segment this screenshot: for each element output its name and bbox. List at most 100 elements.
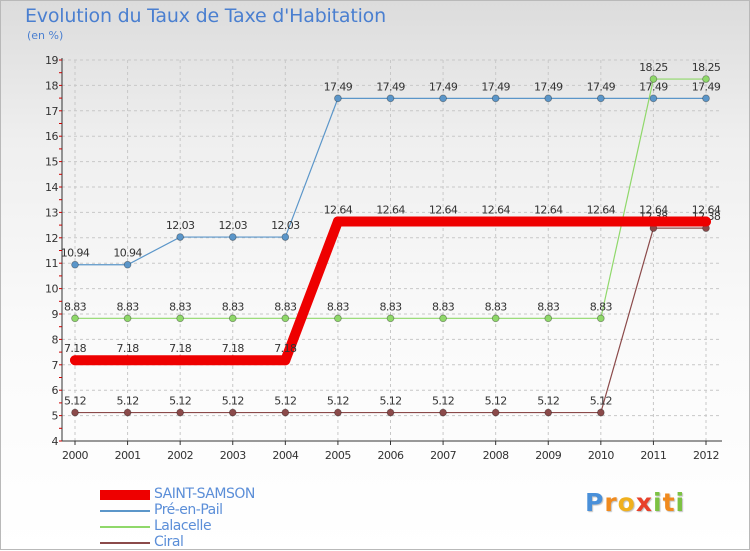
data-label: 8.83	[222, 300, 245, 313]
data-point	[648, 216, 659, 227]
grid-lines	[62, 59, 722, 442]
y-tick-label: 8	[52, 333, 59, 346]
data-point	[176, 408, 184, 417]
series-pr-en-pail: 10.94 10.94 12.03 12.03 12.03 17.49 17.49 17.49…	[61, 80, 721, 269]
data-label: 8.83	[274, 300, 297, 313]
data-point	[71, 314, 79, 323]
data-label: 5.12	[117, 395, 139, 408]
data-label: 5.12	[379, 395, 401, 408]
data-label: 18.25	[639, 61, 668, 74]
data-point	[544, 94, 553, 103]
data-point	[176, 233, 184, 241]
data-label: 7.18	[117, 342, 140, 355]
data-point	[491, 314, 500, 323]
data-point	[228, 314, 237, 323]
legend-label: SAINT-SAMSON	[154, 486, 255, 502]
data-point	[334, 408, 342, 417]
legend-swatch	[100, 490, 150, 500]
y-tick-label: 5	[52, 410, 59, 423]
data-point	[490, 216, 501, 227]
legend-label: Ciral	[154, 534, 184, 550]
data-point	[439, 94, 447, 103]
legend-swatch	[100, 510, 150, 512]
data-label: 5.12	[590, 395, 612, 408]
logo-letter: i	[675, 488, 686, 517]
data-label: 12.03	[271, 219, 300, 232]
x-tick-label: 2012	[693, 449, 719, 462]
x-tick-label: 2002	[167, 449, 193, 462]
y-tick-label: 11	[45, 257, 58, 270]
data-point	[544, 408, 553, 417]
series-saint-samson: 7.18 7.18 7.18 7.18 7.18 12.64 12.64 12.64 12.64…	[64, 204, 721, 366]
data-point	[649, 75, 658, 83]
data-point	[122, 355, 133, 366]
data-point	[439, 314, 447, 323]
data-point	[701, 216, 711, 227]
y-tick-label: 17	[45, 105, 58, 118]
data-label: 8.83	[537, 300, 560, 313]
data-label: 12.03	[166, 219, 195, 232]
data-label: 8.83	[590, 300, 613, 313]
data-point	[334, 94, 342, 103]
data-label: 18.25	[692, 61, 721, 74]
y-tick-label: 9	[52, 308, 59, 321]
y-tick-label: 7	[52, 359, 59, 372]
data-point	[70, 355, 80, 366]
data-label: 8.83	[432, 300, 455, 313]
data-label: 5.12	[537, 395, 559, 408]
data-point	[71, 260, 79, 269]
data-point	[595, 216, 606, 227]
x-tick-label: 2004	[272, 449, 298, 462]
proxiti-logo: Proxiti	[585, 488, 685, 517]
data-label: 8.83	[117, 300, 140, 313]
data-label: 12.64	[587, 204, 616, 217]
data-label: 5.12	[222, 395, 244, 408]
y-tick-label: 19	[45, 54, 58, 67]
data-label: 7.18	[64, 342, 87, 355]
y-tick-label: 18	[45, 79, 58, 92]
data-label: 12.64	[429, 204, 458, 217]
data-point	[702, 75, 710, 83]
y-tick-label: 12	[45, 232, 58, 245]
data-label: 17.49	[692, 80, 721, 93]
data-point	[543, 216, 554, 227]
data-label: 17.49	[429, 80, 458, 93]
data-label: 10.94	[113, 247, 142, 260]
data-label: 17.49	[481, 80, 510, 93]
data-label: 5.12	[274, 395, 296, 408]
logo-letter: i	[653, 488, 663, 517]
y-tick-label: 4	[52, 435, 59, 448]
logo-letter: P	[585, 488, 605, 517]
y-tick-label: 16	[45, 130, 58, 143]
data-point	[332, 216, 343, 227]
y-tick-label: 10	[45, 283, 58, 296]
data-point	[491, 408, 500, 417]
y-tick-label: 6	[52, 384, 59, 397]
data-label: 5.12	[169, 395, 191, 408]
data-point	[385, 216, 396, 227]
x-tick-label: 2010	[588, 449, 614, 462]
legend-label: Pré-en-Pail	[154, 502, 223, 518]
x-tick-label: 2006	[378, 449, 404, 462]
plot-area	[62, 60, 722, 441]
data-point	[491, 94, 500, 103]
logo-letter: r	[604, 488, 618, 517]
data-label: 17.49	[376, 80, 405, 93]
data-point	[597, 408, 605, 417]
x-tick-label: 2009	[535, 449, 561, 462]
data-label: 12.64	[481, 204, 510, 217]
data-label: 10.94	[61, 247, 90, 260]
logo-letter: t	[662, 488, 676, 517]
data-point	[386, 94, 395, 103]
legend-label: Lalacelle	[154, 518, 212, 534]
data-label: 12.03	[219, 219, 248, 232]
data-point	[281, 314, 290, 323]
data-label: 8.83	[485, 300, 508, 313]
data-label: 17.49	[534, 80, 563, 93]
x-tick-label: 2001	[115, 449, 141, 462]
data-point	[175, 355, 186, 366]
data-point	[597, 94, 605, 103]
data-point	[228, 233, 237, 241]
